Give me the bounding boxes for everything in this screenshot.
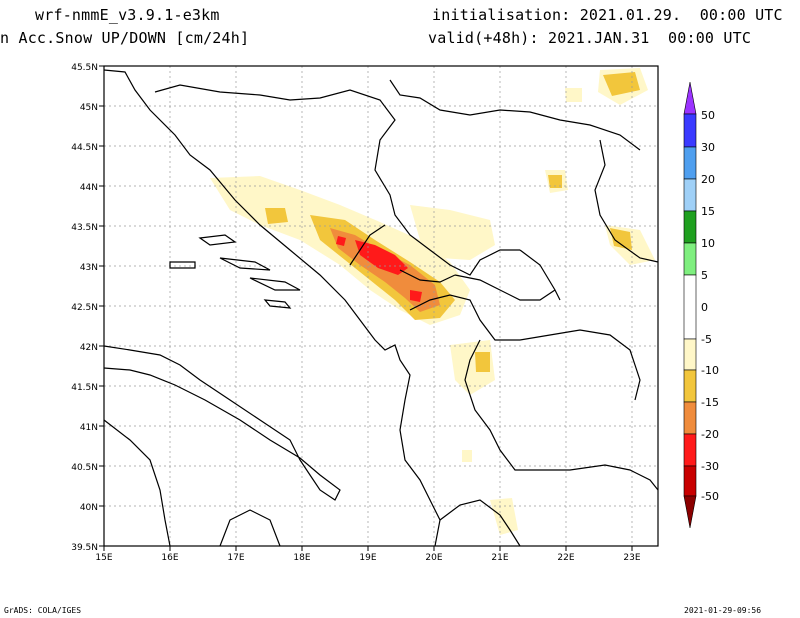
colorbar-label: -50 — [701, 490, 719, 503]
colorbar-swatch-m15 — [683, 401, 697, 435]
coastline — [103, 69, 441, 547]
snow-area-light — [462, 450, 472, 462]
island — [263, 299, 292, 309]
snow-area-mid — [548, 175, 562, 188]
lon-label: 19E — [359, 553, 376, 563]
colorbar-label: -30 — [701, 460, 719, 473]
lon-label: 17E — [227, 553, 244, 563]
colorbar-swatch-m10 — [683, 369, 697, 403]
lat-label: 43N — [80, 263, 98, 273]
colorbar-bottom-arrow — [683, 495, 697, 529]
island — [169, 261, 196, 269]
init-time: initialisation: 2021.01.29. 00:00 UTC — [432, 6, 783, 24]
border — [154, 84, 520, 276]
colorbar-swatch-10 — [683, 242, 697, 276]
border — [594, 139, 659, 263]
snow-area-light — [565, 88, 582, 102]
border — [519, 249, 561, 301]
lat-label: 41N — [80, 423, 98, 433]
snow-area-max — [410, 290, 422, 302]
lon-label: 16E — [161, 553, 178, 563]
footer-timestamp: 2021-01-29-09:56 — [684, 606, 762, 615]
colorbar-swatch-50 — [683, 113, 697, 148]
snow-area-mid — [265, 208, 288, 224]
field-title: n Acc.Snow UP/DOWN [cm/24h] — [0, 29, 250, 47]
lon-label: 15E — [95, 553, 112, 563]
colorbar-label: 20 — [701, 173, 715, 186]
lon-labels: 15E 16E 17E 18E 19E 20E 21E 22E 23E — [95, 553, 640, 563]
colorbar-label: -20 — [701, 428, 719, 441]
colorbar-swatch-m20 — [683, 433, 697, 467]
island — [219, 257, 271, 271]
snow-area-light — [490, 498, 518, 535]
snow-area-mid — [603, 72, 640, 96]
lat-label: 45N — [80, 103, 98, 113]
coastline-italy — [103, 345, 341, 501]
colorbar-label: -15 — [701, 396, 719, 409]
border — [409, 294, 641, 401]
lon-label: 18E — [293, 553, 310, 563]
coastline-greece — [439, 499, 521, 547]
colorbar-label: 5 — [701, 269, 708, 282]
border — [349, 224, 386, 266]
coastlines-borders — [103, 69, 659, 547]
colorbar — [683, 81, 697, 529]
border — [399, 269, 456, 283]
axis-ticks — [99, 65, 633, 551]
colorbar-swatch-20 — [683, 178, 697, 212]
lon-label: 21E — [491, 553, 508, 563]
footer-credit: GrADS: COLA/IGES — [4, 606, 82, 615]
lon-label: 23E — [623, 553, 640, 563]
snow-area-mid — [610, 228, 632, 250]
colorbar-label: 50 — [701, 109, 715, 122]
colorbar-swatch-30 — [683, 146, 697, 180]
colorbar-label: 30 — [701, 141, 715, 154]
coastline-italy-south — [103, 419, 171, 547]
snow-area-max — [336, 236, 346, 246]
lat-label: 44N — [80, 183, 98, 193]
border — [464, 339, 659, 491]
colorbar-swatch-15 — [683, 210, 697, 244]
colorbar-label: -5 — [701, 333, 712, 346]
lon-label: 20E — [425, 553, 442, 563]
lat-label: 41.5N — [71, 383, 98, 393]
snow-shading — [210, 68, 655, 535]
lat-label: 45.5N — [71, 63, 98, 73]
lat-label: 39.5N — [71, 543, 98, 553]
colorbar-label: 0 — [701, 301, 708, 314]
snow-area-mid — [475, 352, 490, 372]
lat-label: 44.5N — [71, 143, 98, 153]
lat-labels: 45.5N 45N 44.5N 44N 43.5N 43N 42.5N 42N … — [71, 63, 98, 553]
model-title: wrf-nmmE_v3.9.1-e3km — [35, 6, 220, 24]
lat-label: 40.5N — [71, 463, 98, 473]
border — [389, 79, 641, 151]
colorbar-swatch-0 — [683, 274, 697, 340]
colorbar-labels: 50 30 20 15 10 5 0 -5 -10 -15 -20 -30 -5… — [701, 109, 719, 503]
graticule — [104, 66, 658, 546]
colorbar-swatch-m30 — [683, 465, 697, 497]
lat-label: 42.5N — [71, 303, 98, 313]
colorbar-label: 15 — [701, 205, 715, 218]
island — [249, 277, 301, 291]
lat-label: 42N — [80, 343, 98, 353]
lon-label: 22E — [557, 553, 574, 563]
valid-time: valid(+48h): 2021.JAN.31 00:00 UTC — [428, 29, 752, 47]
colorbar-top-arrow — [683, 81, 697, 115]
lat-label: 40N — [80, 503, 98, 513]
border — [454, 274, 556, 301]
island — [198, 234, 237, 246]
colorbar-label: 10 — [701, 237, 715, 250]
lat-label: 43.5N — [71, 223, 98, 233]
colorbar-swatch-m5 — [683, 338, 697, 371]
colorbar-label: -10 — [701, 364, 719, 377]
coastline-heel — [219, 509, 281, 547]
snow-area-light — [410, 205, 495, 260]
